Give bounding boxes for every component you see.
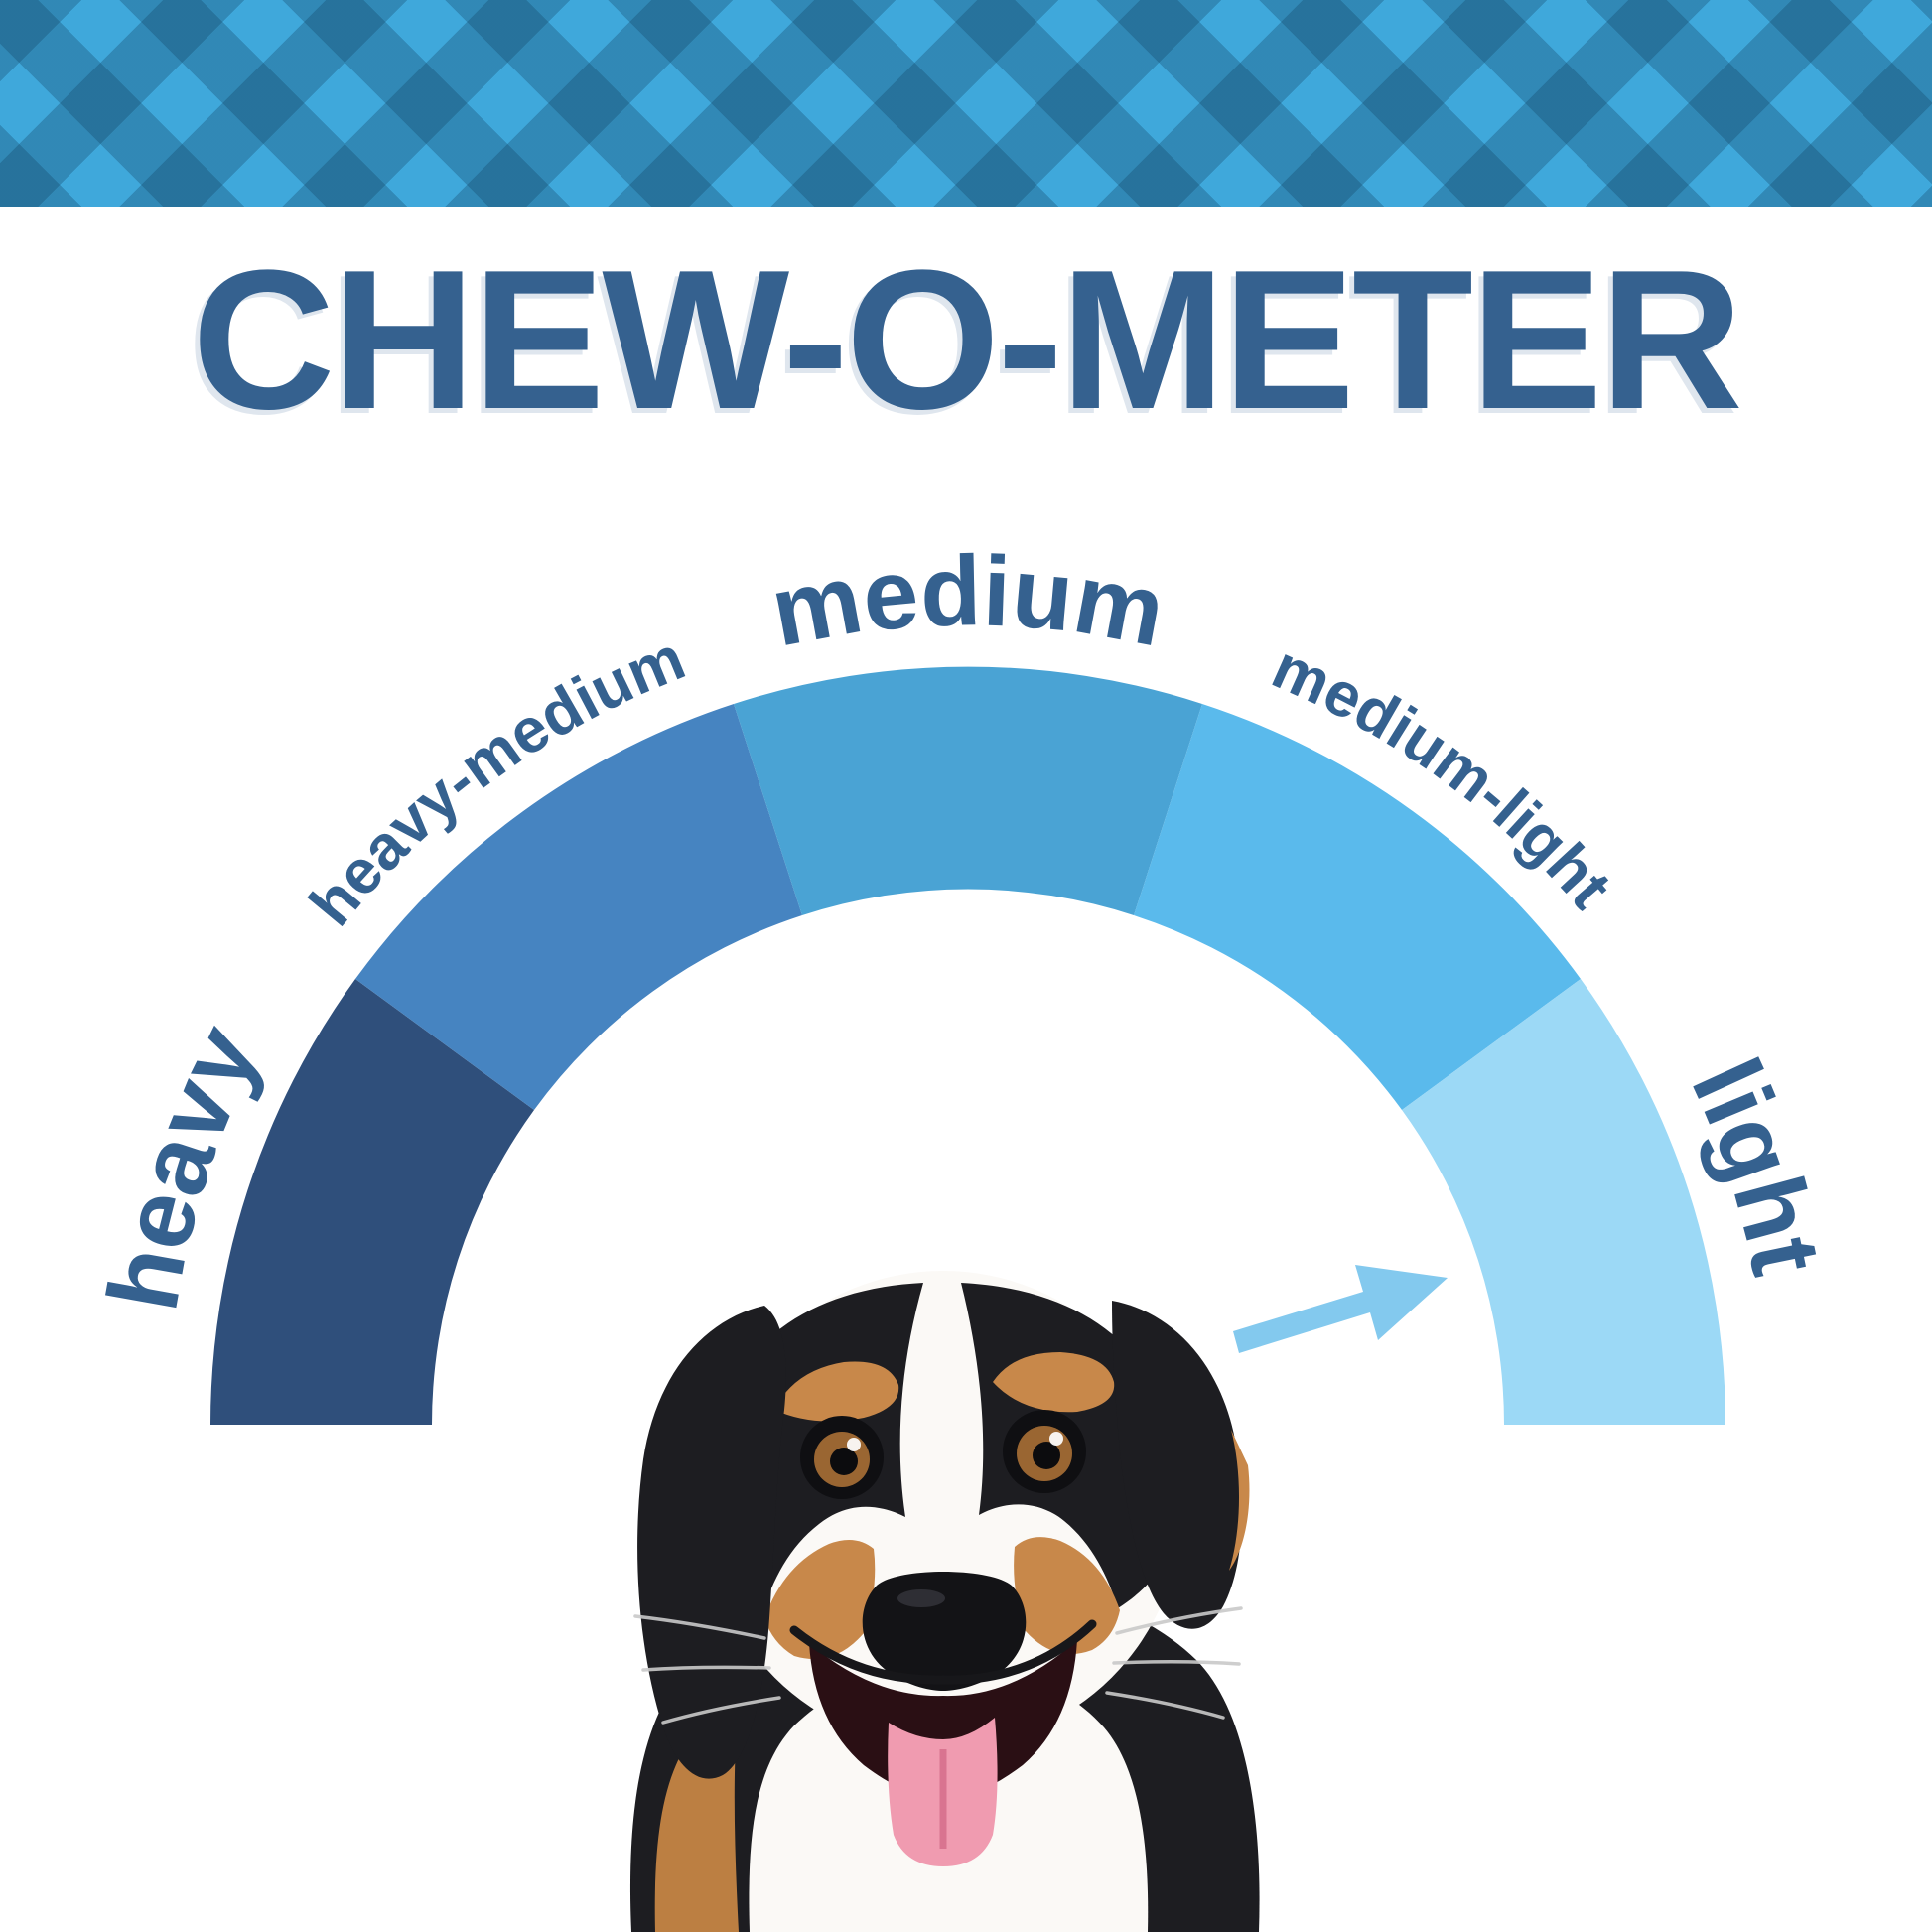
puppy-eye-left — [800, 1416, 884, 1499]
puppy-ear-left — [637, 1306, 786, 1779]
gingham-banner — [0, 0, 1932, 207]
indicator-arrow-icon — [1233, 1265, 1448, 1353]
puppy-ear-right — [1112, 1301, 1242, 1629]
gauge-segment-medium — [734, 666, 1202, 915]
gauge-ring — [209, 666, 1725, 1425]
puppy-smile-line — [789, 1619, 1097, 1685]
puppy-eye-right — [1003, 1410, 1086, 1493]
puppy-ear-tan-patch — [1229, 1430, 1250, 1571]
gauge-segment-medium-light — [1134, 704, 1581, 1110]
puppy-nose-highlight — [897, 1589, 945, 1607]
puppy-whiskers — [633, 1606, 1243, 1725]
gauge-segment-heavy-medium — [355, 704, 802, 1110]
puppy-mouth — [809, 1640, 1077, 1799]
gauge-label-medium: medium — [763, 535, 1173, 668]
puppy-illustration — [629, 1271, 1260, 1932]
gauge-segment-heavy — [209, 979, 534, 1425]
puppy-eyebrow-left — [774, 1361, 899, 1422]
gauge-segment-light — [1402, 979, 1725, 1425]
puppy-eyebrow-right — [993, 1352, 1115, 1413]
page-title: CHEW-O-METER — [192, 229, 1743, 451]
